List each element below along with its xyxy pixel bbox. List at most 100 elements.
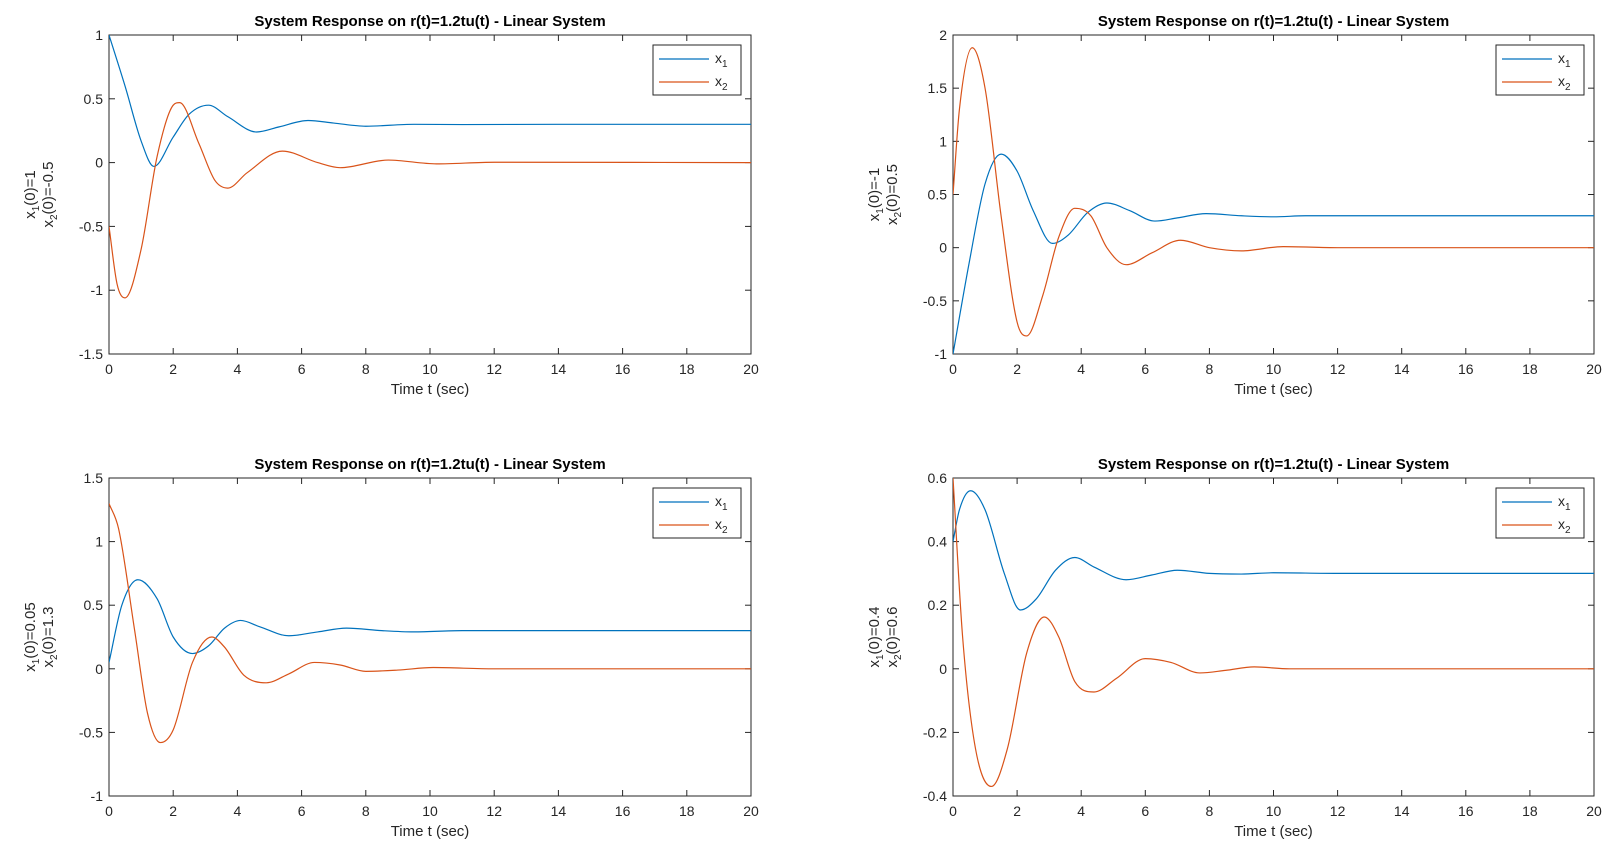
x-tick-label: 20 xyxy=(743,803,759,819)
x-tick-label: 14 xyxy=(551,803,567,819)
x-axis-label: Time t (sec) xyxy=(1234,823,1313,840)
x-tick-label: 6 xyxy=(298,361,306,377)
y-tick-label: -0.4 xyxy=(923,788,947,804)
y-axis-label-line-2: x2(0)=1.3 xyxy=(40,606,60,667)
series-line-x2 xyxy=(953,47,1594,337)
y-axis-label-line-2: x2(0)=0.5 xyxy=(884,164,904,225)
x-tick-label: 12 xyxy=(486,361,502,377)
x-tick-label: 10 xyxy=(422,361,438,377)
series-line-x2 xyxy=(953,478,1594,788)
y-tick-label: 0.2 xyxy=(928,597,948,613)
x-tick-label: 20 xyxy=(743,361,759,377)
y-tick-label: 0 xyxy=(95,661,103,677)
legend-entry-x2: x2 xyxy=(715,516,728,536)
x-axis-label: Time t (sec) xyxy=(391,823,470,840)
x-tick-label: 10 xyxy=(1266,361,1282,377)
legend-entry-x1: x1 xyxy=(715,50,728,70)
x-tick-label: 18 xyxy=(679,803,695,819)
plot-title: System Response on r(t)=1.2tu(t) - Linea… xyxy=(254,13,605,30)
x-axis-label: Time t (sec) xyxy=(391,381,470,398)
series-line-x1 xyxy=(953,153,1594,354)
legend-entry-x1: x1 xyxy=(715,493,728,513)
series-line-x1 xyxy=(109,579,751,663)
x-tick-label: 20 xyxy=(1586,361,1602,377)
x-tick-label: 16 xyxy=(1458,361,1474,377)
x-tick-label: 16 xyxy=(1458,803,1474,819)
x-tick-label: 12 xyxy=(1330,803,1346,819)
y-axis-label-line-1: x1(0)=0.4 xyxy=(866,606,886,667)
y-tick-label: -1 xyxy=(91,282,104,298)
y-tick-label: 1 xyxy=(95,534,103,550)
x-tick-label: 2 xyxy=(169,803,177,819)
y-tick-label: 0 xyxy=(939,240,947,256)
x-tick-label: 0 xyxy=(949,803,957,819)
x-tick-label: 8 xyxy=(362,361,370,377)
series-line-x2 xyxy=(109,503,751,744)
x-tick-label: 12 xyxy=(1330,361,1346,377)
x-tick-label: 8 xyxy=(1206,803,1214,819)
x-tick-label: 8 xyxy=(362,803,370,819)
x-tick-label: 4 xyxy=(234,803,242,819)
x-tick-label: 10 xyxy=(422,803,438,819)
legend-entry-x2: x2 xyxy=(715,73,728,93)
y-tick-label: -0.2 xyxy=(923,724,947,740)
x-tick-label: 4 xyxy=(234,361,242,377)
legend-entry-x2: x2 xyxy=(1558,516,1571,536)
subplot-1: 0 2 4 6 8 10 12 14 16 18 20-1.5-1-0.500.51x1x2Syst… xyxy=(22,13,759,398)
plot-title: System Response on r(t)=1.2tu(t) - Linea… xyxy=(1098,13,1449,30)
x-tick-label: 18 xyxy=(1522,361,1538,377)
y-tick-label: 0 xyxy=(95,155,103,171)
x-tick-label: 14 xyxy=(1394,361,1410,377)
legend-box xyxy=(652,44,742,96)
x-tick-label: 16 xyxy=(615,361,631,377)
x-tick-label: 14 xyxy=(1394,803,1410,819)
subplot-2: 0 2 4 6 8 10 12 14 16 18 20-1-0.500.511.52x1x2Syst… xyxy=(866,13,1602,398)
x-tick-label: 6 xyxy=(1141,803,1149,819)
legend-entry-x1: x1 xyxy=(1558,50,1571,70)
x-tick-label: 8 xyxy=(1206,361,1214,377)
y-tick-label: 0.4 xyxy=(928,534,948,550)
plot-title: System Response on r(t)=1.2tu(t) - Linea… xyxy=(254,456,605,473)
y-tick-label: -0.5 xyxy=(923,293,947,309)
x-tick-label: 12 xyxy=(486,803,502,819)
subplot-4: 0 2 4 6 8 10 12 14 16 18 20-0.4-0.200.20.40.6x1x2S… xyxy=(866,456,1602,840)
legend-box xyxy=(652,487,742,539)
y-tick-label: -1 xyxy=(935,346,948,362)
y-tick-label: 0.5 xyxy=(84,91,104,107)
x-tick-label: 18 xyxy=(1522,803,1538,819)
series-line-x2 xyxy=(109,102,751,299)
y-tick-label: 2 xyxy=(939,27,947,43)
y-tick-label: -0.5 xyxy=(79,218,103,234)
y-tick-label: 1 xyxy=(95,27,103,43)
y-axis-label-line-1: x1(0)=1 xyxy=(22,170,42,219)
x-tick-label: 0 xyxy=(949,361,957,377)
legend-box xyxy=(1495,487,1585,539)
x-axis-label: Time t (sec) xyxy=(1234,381,1313,398)
y-axis-label-line-1: x1(0)=0.05 xyxy=(22,602,42,671)
x-tick-label: 0 xyxy=(105,361,113,377)
y-tick-label: 0.6 xyxy=(928,470,948,486)
y-axis-label-line-2: x2(0)=0.6 xyxy=(884,606,904,667)
series-line-x1 xyxy=(953,490,1594,611)
y-tick-label: -1.5 xyxy=(79,346,103,362)
x-tick-label: 6 xyxy=(298,803,306,819)
x-tick-label: 14 xyxy=(551,361,567,377)
x-tick-label: 2 xyxy=(1013,803,1021,819)
x-tick-label: 10 xyxy=(1266,803,1282,819)
series-line-x1 xyxy=(109,35,751,168)
x-tick-label: 20 xyxy=(1586,803,1602,819)
x-tick-label: 4 xyxy=(1077,361,1085,377)
x-tick-label: 16 xyxy=(615,803,631,819)
x-tick-label: 18 xyxy=(679,361,695,377)
legend-entry-x1: x1 xyxy=(1558,493,1571,513)
y-tick-label: 1 xyxy=(939,133,947,149)
y-tick-label: 0.5 xyxy=(84,597,104,613)
legend-box xyxy=(1495,44,1585,96)
y-tick-label: -0.5 xyxy=(79,724,103,740)
y-tick-label: -1 xyxy=(91,788,104,804)
y-tick-label: 0.5 xyxy=(928,187,948,203)
